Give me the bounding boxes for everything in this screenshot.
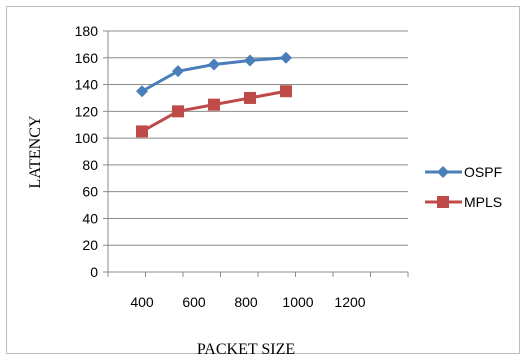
series-ospf — [136, 51, 292, 98]
data-point — [280, 85, 292, 98]
x-tick-labels: 400 600 800 1000 1200 — [130, 294, 365, 310]
data-point — [280, 51, 292, 64]
x-axis-label: PACKET SIZE — [197, 341, 295, 358]
legend-item-ospf: OSPF — [425, 164, 502, 180]
y-tick-label: 60 — [82, 184, 98, 200]
chart-frame — [6, 6, 520, 354]
y-tick-label: 40 — [82, 210, 98, 226]
series-mpls — [136, 85, 292, 138]
series — [136, 51, 292, 138]
x-tick-label: 400 — [130, 294, 154, 310]
x-tick-label: 800 — [234, 294, 258, 310]
y-tick-label: 20 — [82, 237, 98, 253]
legend-label: MPLS — [464, 194, 502, 210]
legend-marker — [437, 196, 449, 208]
x-tick-label: 600 — [182, 294, 206, 310]
y-tick-labels: 0 20 40 60 80 100 120 140 160 180 — [75, 23, 99, 280]
gridlines — [108, 30, 408, 246]
y-tick-label: 80 — [82, 157, 98, 173]
y-tick-label: 180 — [75, 23, 99, 39]
data-point — [244, 91, 256, 104]
data-point — [136, 125, 148, 138]
legend-marker — [437, 166, 449, 178]
data-point — [208, 98, 220, 111]
data-point — [136, 85, 148, 98]
y-tick-label: 0 — [90, 264, 98, 280]
x-tick-label: 1200 — [334, 294, 365, 310]
data-point — [244, 54, 256, 67]
x-tick-label: 1000 — [282, 294, 313, 310]
legend: OSPF MPLS — [425, 164, 502, 210]
y-tick-label: 160 — [75, 50, 99, 66]
data-point — [172, 65, 184, 78]
y-axis-label: LATENCY — [27, 115, 44, 188]
data-point — [172, 105, 184, 118]
legend-label: OSPF — [464, 164, 502, 180]
y-tick-label: 100 — [75, 130, 99, 146]
axes — [103, 30, 409, 277]
y-tick-label: 140 — [75, 77, 99, 93]
legend-item-mpls: MPLS — [425, 194, 502, 210]
y-tick-label: 120 — [75, 103, 99, 119]
data-point — [208, 58, 220, 71]
